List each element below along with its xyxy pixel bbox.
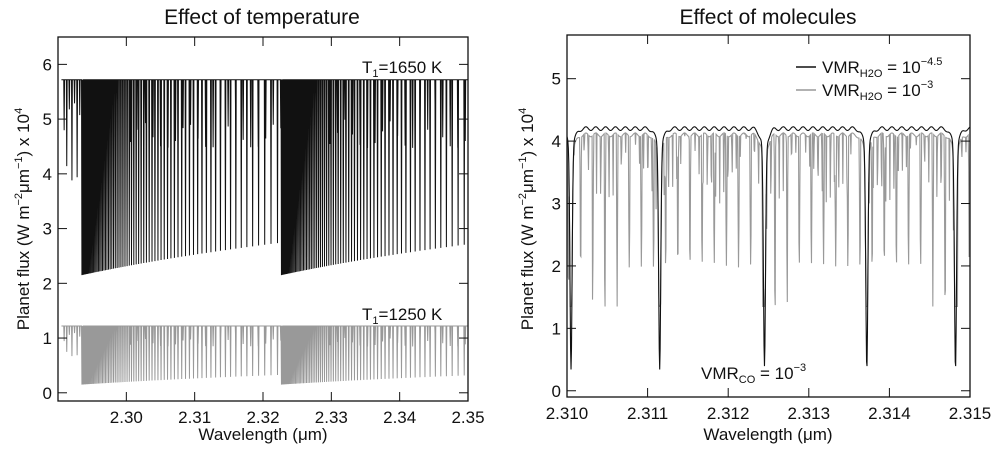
chart-title: Effect of molecules bbox=[679, 6, 856, 29]
x-tick-labels: 2.310 2.311 2.312 2.313 2.314 2.315 bbox=[546, 35, 992, 423]
panel-molecules: Effect of molecules 2.310 2.311 2.312 2.313… bbox=[517, 6, 991, 444]
y-tick-label: 2 bbox=[552, 257, 561, 276]
series-line-2 bbox=[566, 132, 971, 308]
x-tick-label: 2.33 bbox=[315, 408, 348, 427]
y-tick-label: 2 bbox=[43, 274, 52, 293]
x-tick-labels: 2.30 2.31 2.32 2.33 2.34 2.35 bbox=[110, 37, 485, 427]
x-tick-label: 2.311 bbox=[627, 404, 668, 423]
legend-label-series-2: VMRH2O = 10−3 bbox=[822, 79, 933, 103]
y-tick-labels: 0 1 2 3 4 5 bbox=[552, 70, 970, 401]
x-tick-label: 2.315 bbox=[949, 404, 992, 423]
x-tick-label: 2.30 bbox=[110, 408, 143, 427]
y-tick-label: 4 bbox=[552, 132, 561, 151]
y-tick-label: 3 bbox=[43, 220, 52, 239]
x-tick-label: 2.314 bbox=[868, 404, 911, 423]
y-tick-labels: 0 1 2 3 4 5 6 bbox=[43, 55, 468, 403]
y-tick-label: 5 bbox=[552, 70, 561, 89]
legend: VMRH2O = 10−4.5 VMRH2O = 10−3 bbox=[796, 56, 942, 103]
panel-temperature: Effect of temperature 2.30 2.31 2.32 2.33 2.… bbox=[13, 6, 485, 444]
x-tick-label: 2.34 bbox=[383, 408, 416, 427]
x-axis-label: Wavelength (μm) bbox=[198, 425, 327, 444]
x-tick-label: 2.313 bbox=[788, 404, 831, 423]
y-axis-label: Planet flux (W m−2μm−1) x 104 bbox=[517, 108, 537, 330]
y-tick-label: 3 bbox=[552, 195, 561, 214]
series-line-1 bbox=[566, 126, 971, 370]
y-tick-label: 1 bbox=[43, 329, 52, 348]
annotation-t1-1650: T1=1650 K bbox=[362, 58, 443, 80]
y-tick-label: 6 bbox=[43, 55, 52, 74]
series-line-2 bbox=[61, 325, 468, 385]
x-tick-label: 2.310 bbox=[546, 404, 589, 423]
plot-frame bbox=[566, 34, 971, 398]
chart-title: Effect of temperature bbox=[164, 6, 360, 29]
plot-area bbox=[566, 126, 971, 370]
y-axis-label: Planet flux (W m−2μm−1) x 104 bbox=[13, 108, 33, 330]
x-tick-label: 2.32 bbox=[246, 408, 279, 427]
x-axis-label: Wavelength (μm) bbox=[703, 425, 832, 444]
y-tick-label: 4 bbox=[43, 165, 52, 184]
plot-area bbox=[61, 79, 468, 385]
x-tick-label: 2.312 bbox=[707, 404, 750, 423]
x-tick-label: 2.31 bbox=[178, 408, 211, 427]
x-tick-label: 2.35 bbox=[451, 408, 484, 427]
annotation-vmr-co: VMRCO = 10−3 bbox=[701, 362, 806, 386]
legend-label-series-1: VMRH2O = 10−4.5 bbox=[822, 56, 942, 80]
y-tick-label: 0 bbox=[552, 382, 561, 401]
y-tick-label: 1 bbox=[552, 319, 561, 338]
y-tick-label: 5 bbox=[43, 110, 52, 129]
annotation-t1-1250: T1=1250 K bbox=[362, 305, 443, 327]
series-line-1 bbox=[61, 79, 468, 276]
y-tick-label: 0 bbox=[43, 384, 52, 403]
